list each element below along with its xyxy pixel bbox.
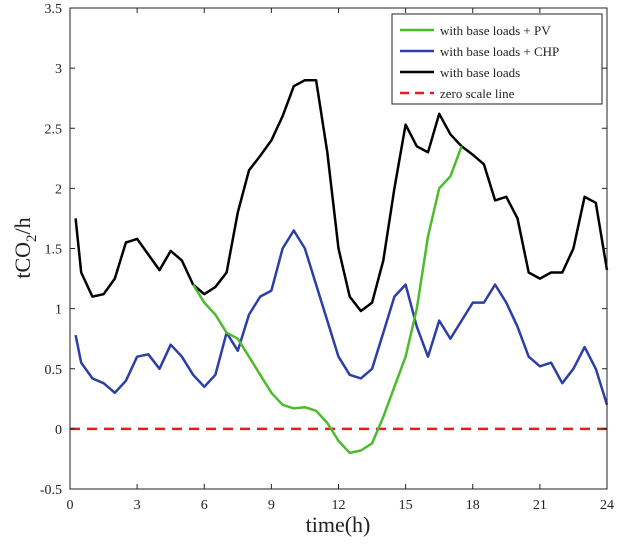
series-layer — [70, 78, 609, 455]
tick-layer: 0 3 6 9 12 15 18 21 24 -0.5 0 0.5 1 1.5 2 2.5 3 3.5 — [40, 2, 614, 513]
legend-label-pv: with base loads + PV — [440, 23, 551, 38]
legend: with base loads + PV with base loads + C… — [391, 13, 603, 105]
x-tick-label-9: 9 — [268, 498, 275, 513]
y-tick-label-2-5: 2.5 — [45, 122, 63, 137]
x-tick-label-18: 18 — [466, 498, 480, 513]
x-axis-title: time(h) — [306, 512, 371, 537]
x-tick-label-6: 6 — [201, 498, 208, 513]
x-tick-label-21: 21 — [533, 498, 547, 513]
x-tick-label-12: 12 — [332, 498, 346, 513]
x-tick-label-15: 15 — [399, 498, 413, 513]
legend-label-base: with base loads — [440, 65, 520, 80]
y-axis-title-tail: /h — [10, 217, 35, 234]
y-tick-label-0: 0 — [55, 423, 62, 438]
x-tick-label-0: 0 — [67, 498, 74, 513]
series-line-base — [74, 78, 609, 313]
y-tick-label-1: 1 — [55, 303, 62, 318]
y-axis-title-main: tCO — [10, 242, 35, 279]
x-tick-label-3: 3 — [134, 498, 141, 513]
y-tick-label-0-5: 0.5 — [45, 363, 63, 378]
y-tick-label-1-5: 1.5 — [45, 243, 63, 258]
series-line-pv — [192, 145, 463, 455]
y-axis-title: tCO2/h — [10, 217, 40, 278]
series-line-chp — [74, 229, 609, 406]
y-tick-label-neg-0-5: -0.5 — [40, 483, 62, 498]
y-tick-label-3-5: 3.5 — [45, 2, 63, 17]
x-tick-label-24: 24 — [600, 498, 614, 513]
legend-label-zero: zero scale line — [440, 86, 515, 101]
legend-label-chp: with base loads + CHP — [440, 44, 559, 59]
y-axis-title-subscript: 2 — [24, 234, 40, 242]
y-tick-label-3: 3 — [55, 62, 62, 77]
y-tick-label-2: 2 — [55, 182, 62, 197]
